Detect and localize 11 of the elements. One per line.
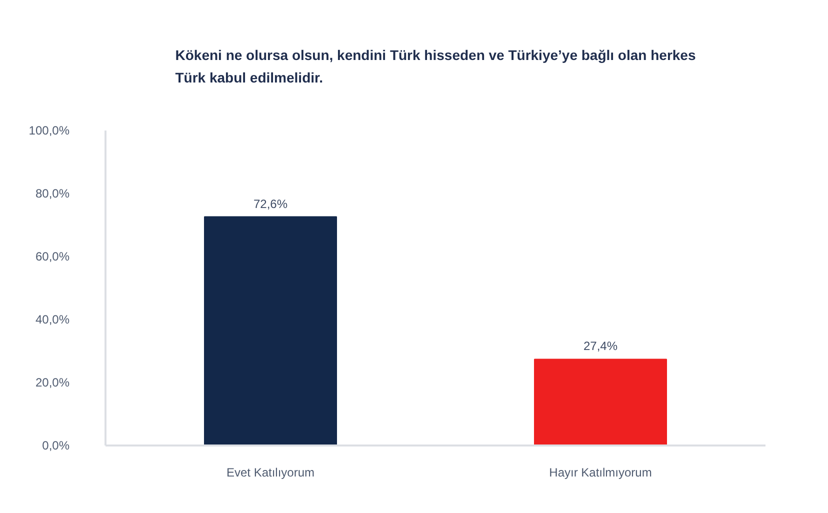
y-tick-label: 60,0% [35,250,70,264]
y-tick-label: 20,0% [35,376,70,390]
y-tick-label: 80,0% [35,186,70,200]
y-tick-label: 100,0% [28,124,70,138]
x-tick-label: Evet Katılıyorum [226,466,315,480]
data-label: 72,6% [253,196,288,211]
y-tick-label: 40,0% [35,312,70,326]
chart-title: Kökeni ne olursa olsun, kendini Türk hisseden ve Türkiye’ye bağlı olan herkes Türk kabul edilmelidir. [175,47,696,86]
data-label: 27,4% [583,339,618,354]
x-tick-label: Hayır Katılmıyorum [549,466,652,480]
y-tick-label: 0,0% [42,438,70,452]
